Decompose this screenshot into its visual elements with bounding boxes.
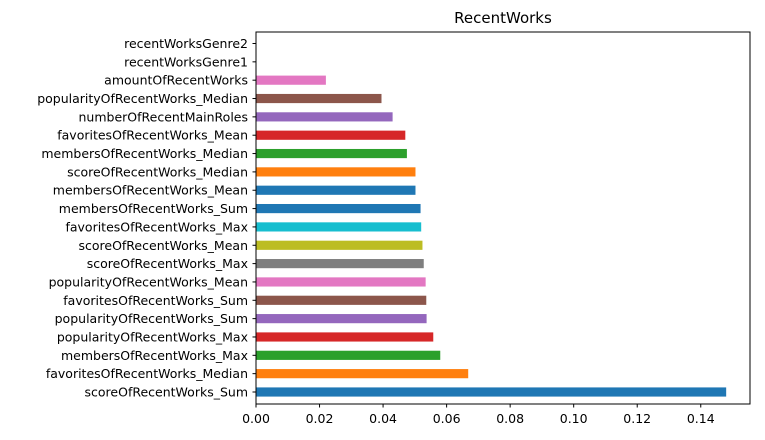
x-tick-label: 0.12 xyxy=(623,411,651,426)
y-tick-label: scoreOfRecentWorks_Max xyxy=(87,256,248,271)
bar-scoreOfRecentWorks_Max xyxy=(256,259,424,269)
x-tick-label: 0.04 xyxy=(369,411,397,426)
bar-numberOfRecentMainRoles xyxy=(256,112,393,122)
bar-membersOfRecentWorks_Max xyxy=(256,350,441,360)
y-tick-label: numberOfRecentMainRoles xyxy=(78,109,248,124)
x-tick-label: 0.10 xyxy=(560,411,588,426)
bar-scoreOfRecentWorks_Mean xyxy=(256,240,423,250)
bar-popularityOfRecentWorks_Max xyxy=(256,332,434,342)
y-tick-label: popularityOfRecentWorks_Max xyxy=(57,329,248,344)
y-tick-label: recentWorksGenre2 xyxy=(124,36,248,51)
y-tick-label: membersOfRecentWorks_Median xyxy=(41,146,248,161)
bar-popularityOfRecentWorks_Mean xyxy=(256,277,426,287)
y-tick-label: scoreOfRecentWorks_Mean xyxy=(78,238,248,253)
y-tick-label: favoritesOfRecentWorks_Sum xyxy=(63,293,248,308)
bar-membersOfRecentWorks_Median xyxy=(256,148,407,159)
y-tick-label: membersOfRecentWorks_Mean xyxy=(53,183,248,198)
y-tick-label: recentWorksGenre1 xyxy=(124,54,248,69)
bar-amountOfRecentWorks xyxy=(256,75,326,85)
bar-scoreOfRecentWorks_Sum xyxy=(256,387,727,397)
bar-favoritesOfRecentWorks_Max xyxy=(256,222,422,232)
y-tick-label: scoreOfRecentWorks_Sum xyxy=(85,385,248,400)
x-tick-label: 0.14 xyxy=(687,411,715,426)
y-tick-label: favoritesOfRecentWorks_Median xyxy=(46,366,248,381)
y-tick-label: popularityOfRecentWorks_Median xyxy=(37,91,248,106)
y-tick-label: membersOfRecentWorks_Max xyxy=(61,348,248,363)
x-tick-label: 0.00 xyxy=(242,411,270,426)
x-tick-label: 0.08 xyxy=(496,411,524,426)
plot-frame xyxy=(255,31,751,405)
bar-favoritesOfRecentWorks_Median xyxy=(256,369,469,379)
bar-favoritesOfRecentWorks_Mean xyxy=(256,130,406,140)
bar-popularityOfRecentWorks_Median xyxy=(256,93,382,104)
y-tick-label: popularityOfRecentWorks_Mean xyxy=(49,274,248,289)
bar-popularityOfRecentWorks_Sum xyxy=(256,314,427,324)
bar-membersOfRecentWorks_Sum xyxy=(256,203,421,214)
bars-group xyxy=(256,75,727,397)
y-tick-label: amountOfRecentWorks xyxy=(104,73,248,88)
y-tick-label: popularityOfRecentWorks_Sum xyxy=(55,311,248,326)
y-tick-label: membersOfRecentWorks_Sum xyxy=(59,201,248,216)
bar-membersOfRecentWorks_Mean xyxy=(256,185,416,195)
x-tick-label: 0.02 xyxy=(306,411,334,426)
y-tick-label: scoreOfRecentWorks_Median xyxy=(67,164,248,179)
bar-scoreOfRecentWorks_Median xyxy=(256,167,416,177)
y-tick-label: favoritesOfRecentWorks_Max xyxy=(65,219,248,234)
x-tick-label: 0.06 xyxy=(433,411,461,426)
x-axis: 0.00 0.02 0.04 0.06 0.08 0.10 0.12 0.14 xyxy=(242,404,715,426)
chart-title: RecentWorks xyxy=(454,9,552,27)
y-axis: scoreOfRecentWorks_Sum favoritesOfRecentW… xyxy=(37,36,256,400)
bar-favoritesOfRecentWorks_Sum xyxy=(256,295,427,305)
y-tick-label: favoritesOfRecentWorks_Mean xyxy=(57,128,248,143)
